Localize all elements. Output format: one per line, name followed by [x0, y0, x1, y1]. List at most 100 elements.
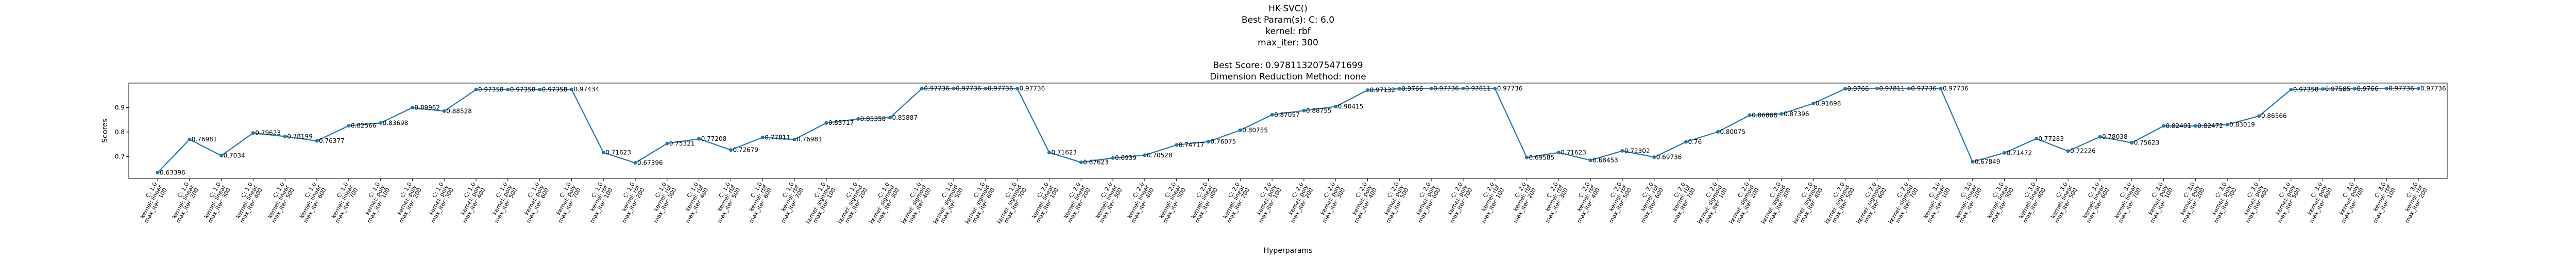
x-tick-label: C: 2.0kernel: sigmoidmax_iter: 600	[1851, 181, 1888, 228]
x-tick-label: C: 1.0kernel: rbfmax_iter: 700	[770, 181, 805, 224]
series-line	[157, 88, 2418, 173]
x-tick-label: C: 1.0kernel: polymax_iter: 700	[547, 181, 583, 224]
y-axis: 0.7 0.8 0.9	[115, 104, 129, 160]
x-tick-label: C: 3.0kernel: linearmax_iter: 400	[2012, 181, 2047, 224]
title-line: kernel: rbf	[1265, 26, 1311, 37]
x-tick-label: C: 1.0kernel: linearmax_iter: 400	[229, 181, 264, 224]
x-tick-label: C: 1.0kernel: linearmax_iter: 600	[292, 181, 328, 224]
series-scores: 0.63396 0.76981 0.7034 0.79623 0.78199 0.7637…	[156, 85, 2446, 176]
x-tick-label: C: 2.0kernel: polymax_iter: 500	[1375, 181, 1411, 224]
data-label: 0.85887	[892, 114, 918, 121]
data-label: 0.75623	[2134, 139, 2160, 147]
data-label: 0.71623	[1561, 149, 1586, 156]
data-label: 0.97358	[542, 86, 568, 93]
x-tick-label: C: 1.0kernel: rbfmax_iter: 100	[579, 181, 615, 224]
x-tick-label: C: 2.0kernel: rbfmax_iter: 300	[1534, 181, 1570, 224]
x-tick-label: C: 2.0kernel: polymax_iter: 300	[1311, 181, 1347, 224]
data-label: 0.76	[1688, 138, 1702, 146]
x-tick-label: C: 3.0kernel: polymax_iter: 500	[2266, 181, 2302, 224]
data-point	[1493, 87, 1497, 91]
x-tick-label: C: 3.0kernel: polymax_iter: 300	[2203, 181, 2239, 224]
x-tick-label: C: 1.0kernel: sigmoidmax_iter: 100	[800, 181, 837, 228]
data-label: 0.6939	[1115, 154, 1137, 162]
data-label: 0.97358	[2293, 86, 2319, 93]
data-point	[1652, 155, 1656, 159]
data-label: 0.82491	[2166, 122, 2192, 130]
title-line: HK-SVC()	[1268, 4, 1308, 14]
data-label: 0.69736	[1656, 154, 1682, 161]
data-label: 0.97736	[924, 85, 950, 92]
data-label: 0.86566	[2261, 112, 2287, 120]
data-point	[2034, 137, 2038, 141]
data-point	[760, 135, 765, 139]
data-point	[1206, 139, 1210, 143]
x-tick-label: C: 3.0kernel: rbfmax_iter: 200	[2394, 181, 2429, 224]
x-tick-label: C: 2.0kernel: rbfmax_iter: 200	[1502, 181, 1538, 224]
title-line: Best Param(s): C: 6.0	[1242, 15, 1334, 25]
data-label: 0.82566	[351, 122, 377, 130]
data-label: 0.67849	[1975, 158, 2001, 166]
x-tick-label: C: 1.0kernel: linearmax_iter: 200	[165, 181, 200, 224]
x-tick-label: C: 1.0kernel: polymax_iter: 100	[356, 181, 392, 224]
x-tick-label: C: 1.0kernel: sigmoidmax_iter: 500	[927, 181, 964, 228]
x-tick-label: C: 3.0kernel: polymax_iter: 200	[2171, 181, 2207, 224]
data-point	[1525, 155, 1529, 159]
x-tick-label: C: 2.0kernel: rbfmax_iter: 600	[1630, 181, 1665, 224]
data-label: 0.87396	[1784, 110, 1809, 118]
data-point	[315, 139, 319, 143]
title-line: max_iter: 300	[1258, 38, 1318, 48]
x-tick-label: C: 2.0kernel: polymax_iter: 600	[1406, 181, 1442, 224]
data-label: 0.9766	[1401, 85, 1423, 92]
data-point	[506, 88, 510, 92]
x-tick-label: C: 3.0kernel: polymax_iter: 600	[2298, 181, 2334, 224]
data-point	[1684, 140, 1688, 144]
x-tick-label: C: 2.0kernel: linearmax_iter: 300	[1088, 181, 1124, 224]
data-point	[824, 121, 828, 125]
data-label: 0.75321	[669, 140, 695, 147]
data-point	[2193, 124, 2197, 128]
x-tick-label: C: 2.0kernel: polymax_iter: 700	[1438, 181, 1474, 224]
data-label: 0.76981	[796, 136, 822, 143]
y-tick-label: 0.7	[115, 153, 125, 160]
x-tick-label: C: 2.0kernel: linearmax_iter: 600	[1184, 181, 1219, 224]
x-tick-label: C: 1.0kernel: sigmoidmax_iter: 700	[991, 181, 1028, 228]
data-label: 0.97811	[1879, 85, 1905, 92]
data-point	[442, 109, 446, 113]
data-point	[1302, 108, 1306, 112]
x-tick-label: C: 1.0kernel: polymax_iter: 400	[451, 181, 487, 224]
x-tick-label: C: 1.0kernel: rbfmax_iter: 300	[642, 181, 678, 224]
data-point	[1843, 87, 1848, 91]
data-point	[665, 141, 669, 146]
data-label: 0.97736	[1943, 85, 1969, 92]
x-tick-label: C: 1.0kernel: sigmoidmax_iter: 600	[959, 181, 996, 228]
x-tick-label: C: 2.0kernel: polymax_iter: 100	[1247, 181, 1283, 224]
data-point	[2003, 151, 2007, 155]
x-tick-label: C: 1.0kernel: sigmoidmax_iter: 300	[863, 181, 901, 228]
x-tick-label: C: 3.0kernel: linearmax_iter: 700	[2107, 181, 2143, 224]
data-point	[888, 116, 892, 120]
data-point	[251, 131, 255, 135]
data-label: 0.77811	[765, 134, 790, 141]
data-point	[1939, 87, 1943, 91]
x-tick-label: C: 1.0kernel: sigmoidmax_iter: 200	[832, 181, 869, 228]
x-tick-label: C: 1.0kernel: rbfmax_iter: 200	[611, 181, 646, 224]
data-label: 0.83019	[2229, 121, 2255, 128]
x-tick-label: C: 1.0kernel: rbfmax_iter: 600	[738, 181, 774, 224]
data-label: 0.97358	[510, 86, 536, 93]
data-point	[2289, 88, 2293, 92]
data-point	[2130, 141, 2134, 145]
x-tick-label: C: 1.0kernel: rbfmax_iter: 400	[674, 181, 710, 224]
x-tick-label: C: 2.0kernel: linearmax_iter: 200	[1057, 181, 1092, 224]
data-point	[1907, 87, 1911, 91]
data-label: 0.89962	[414, 104, 440, 111]
data-label: 0.78199	[287, 133, 313, 140]
data-label: 0.71472	[2007, 149, 2032, 156]
x-tick-label: C: 2.0kernel: sigmoidmax_iter: 200	[1723, 181, 1760, 228]
x-tick-label: C: 3.0kernel: linearmax_iter: 600	[2075, 181, 2111, 224]
x-tick-label: C: 3.0kernel: polymax_iter: 400	[2234, 181, 2270, 224]
x-tick-label: C: 2.0kernel: rbfmax_iter: 100	[1470, 181, 1506, 224]
data-label: 0.97736	[956, 85, 981, 92]
data-point	[1238, 128, 1242, 132]
y-tick-label: 0.9	[115, 104, 125, 111]
